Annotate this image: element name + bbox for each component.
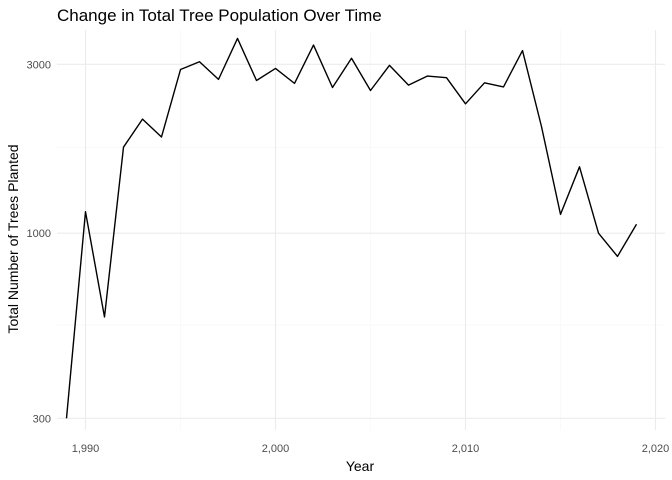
x-tick-label: 2,010 <box>452 443 480 455</box>
y-axis-ticks: 300 1000 3000 <box>27 59 51 425</box>
x-tick-label: 2,020 <box>642 443 670 455</box>
y-tick-label: 300 <box>33 413 51 425</box>
y-tick-label: 1000 <box>27 228 51 240</box>
x-axis-title: Year <box>346 458 375 474</box>
y-axis-title: Total Number of Trees Planted <box>5 144 21 333</box>
y-tick-label: 3000 <box>27 59 51 71</box>
series-line <box>65 37 638 419</box>
minor-grid <box>57 30 665 430</box>
x-tick-label: 2,000 <box>262 443 290 455</box>
x-axis-ticks: 1,990 2,000 2,010 2,020 <box>72 443 670 455</box>
chart-title: Change in Total Tree Population Over Tim… <box>57 6 382 25</box>
x-tick-label: 1,990 <box>72 443 100 455</box>
series-layer <box>65 37 638 419</box>
major-grid <box>57 30 665 430</box>
